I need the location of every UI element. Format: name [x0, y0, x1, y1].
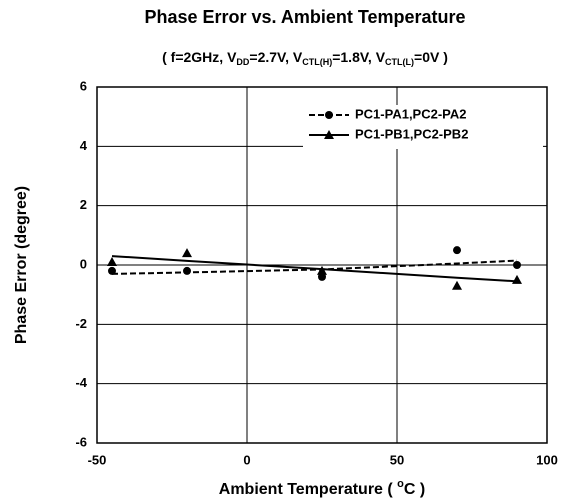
point — [182, 248, 192, 258]
text-part: C ) — [404, 481, 425, 498]
x-tick-label: 100 — [536, 452, 558, 467]
point — [513, 261, 521, 269]
legend-box — [303, 105, 543, 149]
point — [453, 246, 461, 255]
y-tick-label: 4 — [80, 138, 88, 153]
script-text: CTL(L) — [385, 57, 414, 67]
y-tick-label: 6 — [80, 78, 87, 93]
trend-line — [111, 255, 518, 283]
y-tick-label: -4 — [75, 375, 87, 390]
point — [183, 266, 191, 275]
point — [107, 257, 117, 267]
text-part: =1.8V, V — [332, 49, 385, 65]
text-part: ( f=2GHz, V — [162, 49, 237, 65]
script-text: o — [397, 478, 404, 490]
x-tick-label: 0 — [243, 452, 250, 467]
script-text: CTL(H) — [302, 57, 332, 67]
chart-title: Phase Error vs. Ambient Temperature — [144, 7, 465, 27]
chart-subtitle: ( f=2GHz, VDD=2.7V, VCTL(H)=1.8V, VCTL(L… — [162, 49, 448, 68]
x-tick-label: -50 — [88, 452, 107, 467]
text-part: =2.7V, V — [249, 49, 302, 65]
script-text: DD — [236, 57, 249, 67]
point — [512, 274, 522, 284]
point — [317, 265, 327, 275]
y-axis-label: Phase Error (degree) — [13, 186, 30, 344]
point — [108, 266, 116, 275]
y-tick-label: 0 — [80, 256, 87, 271]
text-part: =0V ) — [414, 49, 448, 65]
legend-marker — [324, 130, 334, 139]
legend-label: PC1-PB1,PC2-PB2 — [355, 126, 468, 141]
y-tick-label: 2 — [80, 197, 87, 212]
point — [452, 280, 462, 290]
plot-frame — [96, 86, 548, 444]
legend-label: PC1-PA1,PC2-PA2 — [355, 106, 467, 121]
y-tick-label: -6 — [75, 434, 87, 449]
y-tick-label: -2 — [75, 316, 87, 331]
x-axis-label: Ambient Temperature ( oC ) — [219, 478, 425, 498]
text-part: Ambient Temperature ( — [219, 481, 397, 498]
x-tick-label: 50 — [390, 452, 404, 467]
legend-marker — [325, 111, 333, 119]
trend-line — [111, 259, 518, 275]
